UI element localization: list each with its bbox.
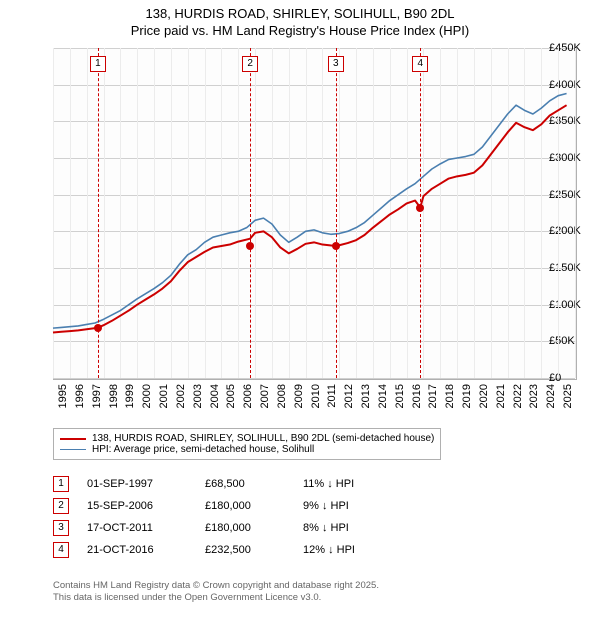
marker-label-4: 4 [412, 56, 428, 72]
legend-row-property: 138, HURDIS ROAD, SHIRLEY, SOLIHULL, B90… [60, 433, 434, 444]
legend-swatch [60, 449, 86, 450]
marker-label-2: 2 [242, 56, 258, 72]
transaction-diff: 11% ↓ HPI [303, 478, 393, 490]
legend-row-hpi: HPI: Average price, semi-detached house,… [60, 444, 434, 455]
footer-attribution: Contains HM Land Registry data © Crown c… [53, 580, 379, 605]
marker-dot-3 [332, 242, 340, 250]
legend-swatch [60, 438, 86, 440]
transaction-price: £180,000 [205, 522, 285, 534]
marker-vline [336, 48, 337, 378]
footer-line2: This data is licensed under the Open Gov… [53, 592, 321, 603]
marker-dot-4 [416, 204, 424, 212]
transaction-diff: 9% ↓ HPI [303, 500, 393, 512]
transaction-date: 21-OCT-2016 [87, 544, 187, 556]
transaction-marker: 1 [53, 476, 69, 492]
transaction-marker: 4 [53, 542, 69, 558]
marker-dot-2 [246, 242, 254, 250]
transaction-diff: 8% ↓ HPI [303, 522, 393, 534]
footer-line1: Contains HM Land Registry data © Crown c… [53, 580, 379, 591]
transaction-price: £232,500 [205, 544, 285, 556]
legend-label: HPI: Average price, semi-detached house,… [92, 444, 314, 455]
series-hpi [53, 93, 567, 328]
transaction-date: 01-SEP-1997 [87, 478, 187, 490]
transaction-date: 15-SEP-2006 [87, 500, 187, 512]
transaction-price: £180,000 [205, 500, 285, 512]
transaction-diff: 12% ↓ HPI [303, 544, 393, 556]
series-property [53, 105, 567, 332]
transaction-row: 2 15-SEP-2006 £180,000 9% ↓ HPI [53, 498, 393, 514]
legend-label: 138, HURDIS ROAD, SHIRLEY, SOLIHULL, B90… [92, 433, 434, 444]
marker-vline [250, 48, 251, 378]
chart-legend: 138, HURDIS ROAD, SHIRLEY, SOLIHULL, B90… [53, 428, 441, 460]
transaction-row: 3 17-OCT-2011 £180,000 8% ↓ HPI [53, 520, 393, 536]
marker-label-3: 3 [328, 56, 344, 72]
transactions-table: 1 01-SEP-1997 £68,500 11% ↓ HPI 2 15-SEP-2006… [53, 476, 393, 564]
marker-label-1: 1 [90, 56, 106, 72]
transaction-date: 17-OCT-2011 [87, 522, 187, 534]
marker-dot-1 [94, 324, 102, 332]
transaction-row: 1 01-SEP-1997 £68,500 11% ↓ HPI [53, 476, 393, 492]
transaction-marker: 3 [53, 520, 69, 536]
chart-container: 138, HURDIS ROAD, SHIRLEY, SOLIHULL, B90… [0, 0, 600, 620]
marker-vline [420, 48, 421, 378]
transaction-marker: 2 [53, 498, 69, 514]
transaction-price: £68,500 [205, 478, 285, 490]
transaction-row: 4 21-OCT-2016 £232,500 12% ↓ HPI [53, 542, 393, 558]
